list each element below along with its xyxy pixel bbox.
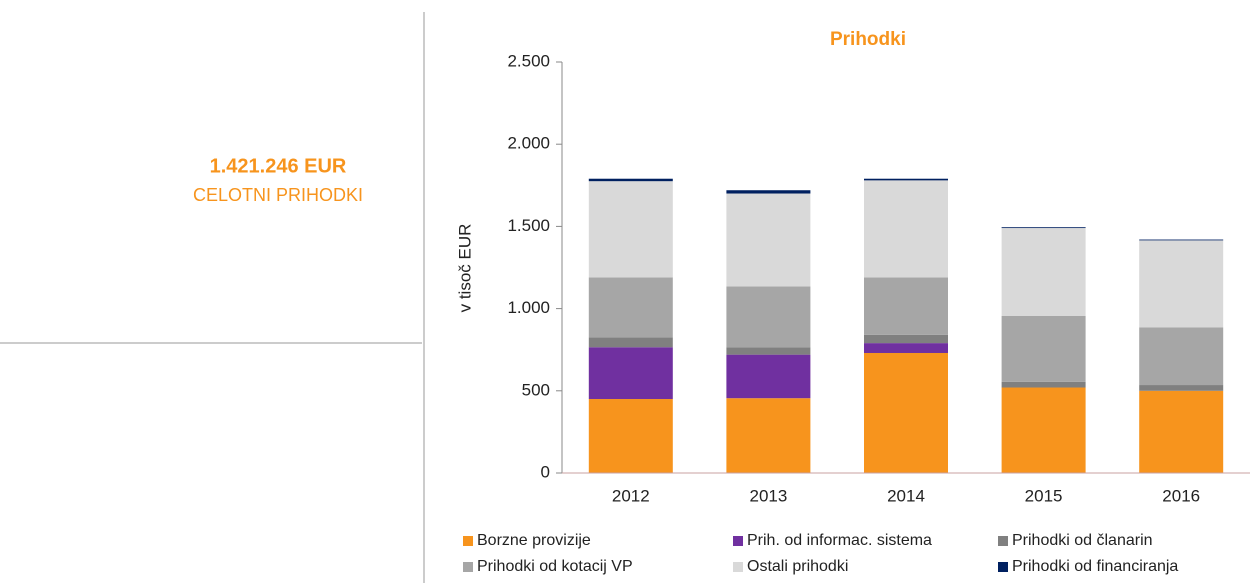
bar-segment <box>1139 239 1224 241</box>
bar-segment <box>588 347 673 400</box>
bar-segment <box>588 181 673 278</box>
y-tick-label: 2.500 <box>507 51 550 70</box>
bar-segment <box>1139 240 1224 328</box>
bar-segment <box>726 190 811 194</box>
legend-label: Prih. od informac. sistema <box>747 532 932 549</box>
y-axis-label: v tisoč EUR <box>455 224 474 313</box>
y-tick-label: 1.000 <box>507 298 550 317</box>
bar-segment <box>1139 390 1224 473</box>
legend-label: Borzne provizije <box>477 532 591 549</box>
summary-label: CELOTNI PRIHODKI <box>193 185 363 205</box>
bar-segment <box>588 178 673 182</box>
bar-segment <box>864 334 948 344</box>
bar-segment <box>1139 327 1224 386</box>
bar-segment <box>588 337 673 348</box>
legend-label: Ostali prihodki <box>747 558 848 575</box>
bar-segment <box>864 178 948 181</box>
bar-segment <box>726 398 811 473</box>
bar-segment <box>864 180 948 278</box>
chart-title: Prihodki <box>830 29 906 50</box>
legend-swatch <box>463 536 473 546</box>
legend-label: Prihodki od financiranja <box>1012 558 1178 575</box>
bar-segment <box>1001 227 1086 229</box>
bar-segment <box>588 399 673 473</box>
y-tick-label: 1.500 <box>507 216 550 235</box>
bar-segment <box>726 193 811 287</box>
legend-swatch <box>463 562 473 572</box>
x-tick-label: 2012 <box>612 486 650 505</box>
y-tick-label: 500 <box>522 380 550 399</box>
y-tick-label: 0 <box>541 462 550 481</box>
x-tick-label: 2014 <box>887 486 925 505</box>
bar-segment <box>726 286 811 348</box>
bar-segment <box>1139 385 1224 391</box>
bar-segment <box>864 343 948 353</box>
y-tick-label: 2.000 <box>507 134 550 153</box>
legend-swatch <box>998 536 1008 546</box>
bar-segment <box>726 347 811 355</box>
bar-segment <box>1001 315 1086 382</box>
summary-amount: 1.421.246 EUR <box>210 155 347 177</box>
legend-swatch <box>733 536 743 546</box>
legend-swatch <box>998 562 1008 572</box>
bar-segment <box>1001 387 1086 473</box>
bar-segment <box>588 277 673 338</box>
bar-segment <box>864 352 948 473</box>
bar-segment <box>726 354 811 399</box>
x-tick-label: 2013 <box>749 486 787 505</box>
bar-segment <box>1001 381 1086 388</box>
legend-label: Prihodki od kotacij VP <box>477 558 633 575</box>
legend-label: Prihodki od članarin <box>1012 532 1153 549</box>
x-tick-label: 2015 <box>1025 486 1063 505</box>
legend-swatch <box>733 562 743 572</box>
x-tick-label: 2016 <box>1162 486 1200 505</box>
bar-segment <box>1001 228 1086 316</box>
bar-segment <box>864 277 948 335</box>
